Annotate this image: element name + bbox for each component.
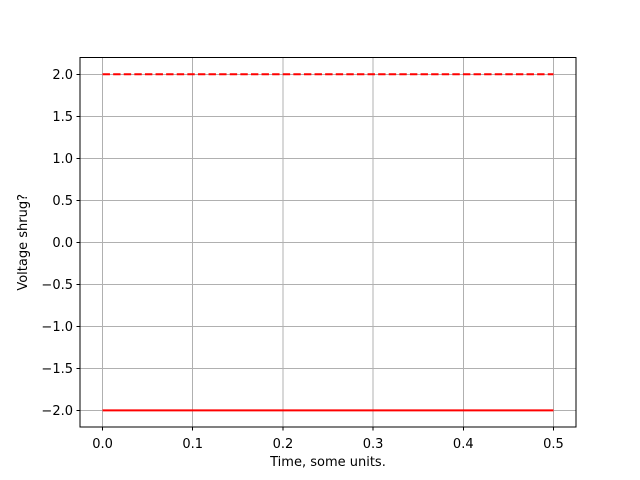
y-tick-label: −1.5	[41, 362, 73, 377]
y-tick-label: −2.0	[41, 404, 73, 419]
grid	[80, 57, 576, 428]
tick-labels: 0.0 0.1 0.2 0.3 0.4 0.5 −2.0 −1.5 −1.0 −0.5 0.0 0.5…	[41, 68, 563, 452]
x-tick-label: 0.4	[453, 437, 474, 452]
y-tick-label: 1.5	[52, 110, 73, 125]
x-axis-label: Time, some units.	[269, 455, 386, 470]
y-tick-label: 0.5	[52, 194, 73, 209]
y-tick-label: −0.5	[41, 278, 73, 293]
x-tick-label: 0.2	[273, 437, 294, 452]
y-axis-label: Voltage shrug?	[16, 194, 31, 291]
x-tick-label: 0.5	[543, 437, 564, 452]
y-tick-label: 0.0	[52, 236, 73, 251]
x-tick-label: 0.3	[363, 437, 384, 452]
x-tick-label: 0.1	[182, 437, 203, 452]
x-tick-label: 0.0	[92, 437, 113, 452]
tick-marks	[76, 73, 554, 431]
series-lines	[102, 73, 554, 412]
y-tick-label: 2.0	[52, 68, 73, 83]
y-tick-label: −1.0	[41, 320, 73, 335]
y-tick-label: 1.0	[52, 152, 73, 167]
